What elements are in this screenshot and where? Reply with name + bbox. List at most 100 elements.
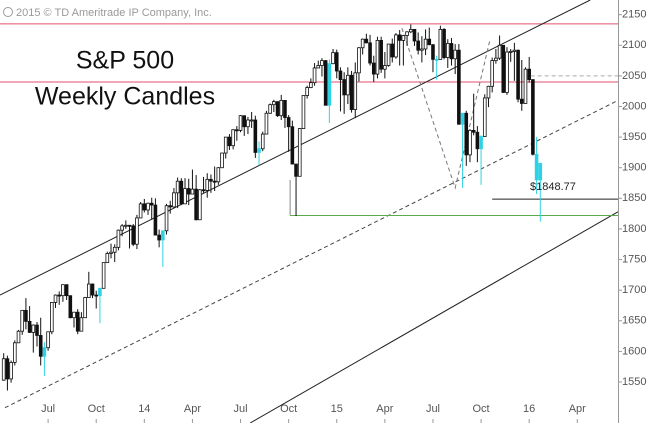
trend-line — [0, 0, 591, 296]
candle-body — [368, 42, 372, 64]
candle-body — [209, 178, 213, 182]
candle-body — [401, 35, 406, 41]
candle-body — [16, 330, 21, 344]
candle-body — [183, 188, 187, 205]
candle-body — [153, 204, 158, 236]
candle-body — [405, 31, 409, 36]
candle-body — [453, 49, 457, 60]
x-tick-label: Oct — [473, 403, 490, 415]
candle-body — [223, 136, 228, 154]
candle-body — [38, 335, 43, 357]
candle-body — [79, 317, 84, 332]
candle-body — [519, 98, 524, 104]
candle-body — [168, 205, 173, 208]
candle-body — [505, 51, 509, 93]
candle-body — [138, 203, 143, 219]
candle-body — [127, 224, 132, 227]
candle-body — [475, 131, 480, 150]
candle-body — [1, 358, 6, 381]
candle-body — [227, 136, 232, 147]
candle-body — [61, 284, 65, 297]
candle-body — [479, 136, 483, 150]
candle-body — [309, 82, 313, 88]
x-tick-label: Jul — [234, 403, 248, 415]
candle-body — [272, 101, 276, 106]
candle-body — [364, 38, 369, 44]
candle-body — [253, 119, 258, 153]
candle-body — [186, 188, 191, 195]
candle-body — [301, 95, 306, 129]
x-tick-label: Oct — [280, 403, 297, 415]
candle-body — [412, 28, 417, 42]
y-tick-label: 1650 — [622, 315, 646, 327]
candle-body — [316, 65, 321, 69]
y-tick-label: 1950 — [622, 131, 646, 143]
candle-body — [423, 38, 428, 50]
x-tick-label: 14 — [138, 403, 150, 415]
candle-body — [512, 49, 517, 52]
candle-body — [46, 331, 50, 349]
y-tick-label: 1700 — [622, 284, 646, 296]
candle-body — [516, 49, 520, 100]
y-tick-label: 1600 — [622, 345, 646, 357]
candle-body — [464, 112, 469, 156]
candle-body — [323, 60, 328, 106]
candle-body — [383, 65, 387, 70]
candle-body — [112, 246, 117, 253]
candle-body — [264, 112, 269, 135]
candle-body — [5, 358, 10, 380]
candle-body — [212, 180, 217, 183]
candle-body — [408, 28, 413, 33]
candle-body — [142, 203, 147, 211]
candle-body — [327, 63, 332, 106]
y-tick-label: 1750 — [622, 253, 646, 265]
candle-body — [375, 40, 380, 75]
candle-body — [72, 311, 76, 319]
candle-body — [523, 68, 528, 104]
candle-body — [471, 129, 476, 133]
candle-body — [175, 180, 180, 194]
candle-body — [257, 148, 261, 153]
candle-body — [342, 79, 346, 96]
candle-body — [57, 294, 62, 297]
candle-body — [320, 60, 324, 66]
candle-body — [172, 192, 176, 208]
candle-body — [297, 128, 302, 177]
candle-body — [538, 163, 543, 181]
candle-body — [9, 361, 13, 380]
candle-body — [20, 309, 25, 332]
candle-body — [379, 40, 383, 70]
candle-body — [457, 49, 461, 125]
candle-body — [427, 38, 432, 46]
candle-body — [442, 28, 446, 58]
candle-body — [420, 48, 424, 51]
x-tick-label: Apr — [376, 403, 393, 415]
candle-body — [338, 70, 343, 80]
candle-body — [249, 119, 254, 122]
candle-body — [286, 117, 291, 128]
candle-body — [260, 133, 265, 150]
candle-body — [246, 119, 250, 128]
trend-line — [4, 99, 619, 409]
candle-body — [13, 342, 17, 363]
candle-body — [109, 251, 113, 254]
candle-body — [90, 283, 95, 296]
candle-body — [31, 324, 36, 333]
candle-body — [179, 180, 184, 205]
candle-body — [24, 309, 28, 322]
candle-body — [501, 44, 506, 93]
candle-body — [83, 297, 87, 319]
candle-body — [290, 126, 295, 165]
candle-body — [205, 178, 210, 191]
candle-body — [468, 129, 472, 156]
candle-body — [157, 234, 161, 241]
candle-body — [68, 295, 73, 319]
candle-body — [431, 44, 435, 60]
candle-body — [390, 43, 395, 58]
candle-body — [64, 284, 69, 297]
candle-body — [283, 99, 287, 118]
y-tick-label: 1800 — [622, 223, 646, 235]
candle-body — [449, 43, 454, 60]
x-tick-label: Apr — [184, 403, 201, 415]
candle-body — [460, 112, 465, 125]
